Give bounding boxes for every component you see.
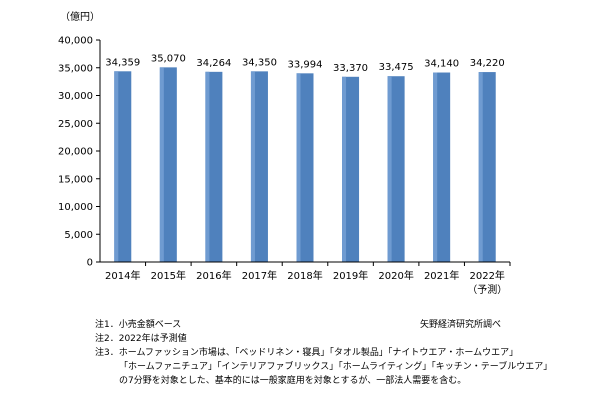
bar	[159, 67, 177, 262]
data-label: 33,370	[333, 63, 368, 74]
data-label: 34,140	[424, 59, 459, 70]
bar-highlight	[250, 71, 255, 262]
bar	[433, 72, 451, 262]
bar	[387, 76, 405, 263]
note-3-line-3: の7分野を対象とした、基本的には一般家庭用を対象とするが、一部法人需要を含む。	[119, 376, 467, 386]
bar-highlight	[433, 72, 438, 262]
x-tick-label: 2015年	[151, 269, 186, 282]
y-axis-unit-label: （億円）	[60, 10, 100, 23]
bars-group	[114, 67, 496, 263]
bar-chart: （億円） 0 5,000 10,000 15,000 20,000 25,000 30,00…	[58, 10, 511, 296]
y-tick-label: 0	[87, 258, 93, 269]
note-2: 注2．2022年は予測値	[95, 334, 187, 344]
x-tick-label: 2018年	[287, 269, 322, 282]
bar	[250, 71, 268, 262]
data-label: 33,994	[288, 59, 323, 70]
x-tick-label: 2016年	[196, 269, 231, 282]
note-3-line-1: 注3．ホームファッション市場は、「ベッドリネン・寝具」「タオル製品」「ナイトウエ…	[95, 348, 519, 358]
bar	[114, 71, 132, 262]
y-tick-label: 25,000	[58, 119, 93, 130]
data-label: 34,264	[196, 58, 231, 69]
data-label: 35,070	[151, 53, 186, 64]
x-axis: 2014年 2015年 2016年 2017年 2018年 2019年 2020年 2021年…	[105, 262, 511, 296]
y-tick-label: 20,000	[58, 147, 93, 158]
bar	[342, 76, 360, 262]
y-tick-label: 15,000	[58, 174, 93, 185]
bar-highlight	[205, 71, 210, 262]
data-labels-group: 34,359 35,070 34,264 34,350 33,994 33,370 33,4…	[105, 53, 504, 73]
y-tick-label: 30,000	[58, 91, 93, 102]
bar-highlight	[478, 72, 483, 262]
notes: 注1．小売金額ベース 注2．2022年は予測値 注3．ホームファッション市場は、…	[95, 318, 552, 388]
data-label: 34,350	[242, 57, 277, 68]
note-1: 注1．小売金額ベース	[95, 320, 182, 330]
y-axis: 0 5,000 10,000 15,000 20,000 25,000 30,000 35,0…	[58, 36, 100, 269]
bar-highlight	[387, 76, 392, 263]
bar	[205, 71, 223, 262]
data-label: 34,220	[470, 58, 505, 69]
y-tick-label: 35,000	[58, 63, 93, 74]
source-credit: 矢野経済研究所調べ	[420, 320, 502, 330]
x-tick-label: 2021年	[424, 269, 459, 282]
y-tick-label: 5,000	[64, 230, 93, 241]
y-tick-label: 10,000	[58, 202, 93, 213]
x-tick-label: 2022年	[469, 269, 504, 282]
y-tick-label: 40,000	[58, 36, 93, 47]
bar	[296, 73, 314, 262]
x-tick-label: 2017年	[242, 269, 277, 282]
x-tick-label: 2014年	[105, 269, 140, 282]
data-label: 33,475	[379, 62, 414, 73]
bar-highlight	[296, 73, 301, 262]
bar	[478, 72, 496, 262]
data-label: 34,359	[105, 57, 140, 68]
x-tick-sublabel: （予測）	[467, 283, 507, 296]
x-tick-label: 2019年	[333, 269, 368, 282]
bar-highlight	[342, 76, 347, 262]
note-3-line-2: 「ホームファニチュア」「インテリアファブリックス」「ホームライティング」「キッチ…	[119, 362, 553, 372]
x-tick-label: 2020年	[378, 269, 413, 282]
bar-highlight	[114, 71, 119, 262]
bar-highlight	[159, 67, 164, 262]
